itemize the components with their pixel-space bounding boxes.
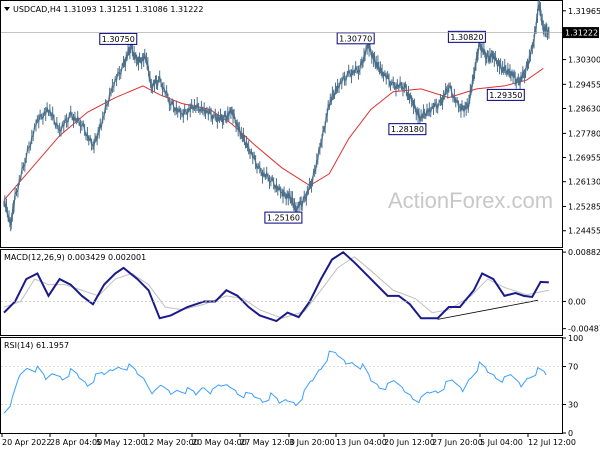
x-tick-label: 27 Jun 20:00 (432, 438, 483, 447)
watermark: ActionForex.com (388, 188, 553, 213)
price-tick-label: 1.28630 (568, 104, 600, 113)
price-label: 1.29350 (489, 91, 522, 100)
x-tick-label: 5 Jul 04:00 (480, 438, 523, 447)
price-tick-label: 1.29455 (568, 80, 600, 89)
x-tick-label: 20 May 04:00 (192, 438, 247, 447)
price-panel-frame (0, 0, 563, 248)
macd-signal-line (3, 256, 549, 319)
price-label: 1.30750 (102, 35, 135, 44)
price-label-box (388, 123, 427, 136)
price-panel-title: USDCAD,H4 1.31093 1.31251 1.31086 1.3122… (13, 5, 203, 14)
price-tick-label: 1.27780 (568, 129, 600, 138)
price-label: 1.28180 (391, 125, 424, 134)
x-tick-label: 12 May 20:00 (144, 438, 199, 447)
price-y-axis: 1.31965 1.30300 1.29455 1.28630 1.27780 1.269… (562, 7, 600, 236)
macd-tick-label: 0.00882 (568, 248, 600, 257)
price-label-box (447, 30, 486, 43)
rsi-panel-title: RSI(14) 61.1957 (4, 341, 69, 350)
macd-y-axis: 0.00882 0.00 -0.004872 (1, 248, 600, 334)
price-series (3, 0, 550, 232)
x-tick-label: 3 Jun 20:00 (289, 438, 335, 447)
price-label-box (99, 32, 138, 45)
price-tick-label: 1.26955 (568, 154, 600, 163)
price-tick-label: 1.26130 (568, 178, 600, 187)
rsi-series (1, 350, 562, 414)
macd-line (3, 250, 549, 323)
price-labels: 1.30750 1.25160 1.30770 1.28180 1.30820 1.293… (99, 30, 525, 224)
macd-series (3, 250, 549, 323)
macd-panel-title: MACD(12,26,9) 0.003429 0.002001 (4, 253, 146, 262)
rsi-tick-label: 0 (568, 429, 573, 438)
x-tick-label: 12 Jul 12:00 (528, 438, 576, 447)
x-tick-label: 5 May 12:00 (96, 438, 146, 447)
current-price-box (563, 27, 599, 39)
macd-panel-frame (0, 249, 563, 336)
rsi-tick-label: 30 (568, 401, 578, 410)
price-title: USDCAD,H4 1.31093 1.31251 1.31086 1.3122… (4, 5, 203, 14)
price-tick-label: 1.30300 (568, 56, 600, 65)
x-tick-label: 20 Jun 12:00 (384, 438, 435, 447)
x-tick-label: 20 Apr 2022 (2, 438, 51, 447)
dropdown-triangle-icon (4, 7, 10, 11)
current-price-label: 1.31222 (565, 29, 598, 38)
rsi-tick-label: 100 (568, 334, 583, 343)
price-tick-label: 1.31965 (568, 7, 600, 16)
macd-tick-label: 0.00 (568, 297, 586, 306)
x-tick-label: 28 Apr 04:00 (50, 438, 102, 447)
price-line (3, 4, 550, 226)
macd-tick-label: -0.004872 (568, 325, 600, 334)
price-tick-label: 1.24455 (568, 227, 600, 236)
current-price-marker: 1.31222 (1, 27, 599, 39)
x-tick-label: 27 May 12:00 (240, 438, 295, 447)
price-label: 1.30770 (339, 34, 372, 43)
x-tick-label: 13 Jun 04:00 (336, 438, 387, 447)
price-label-box (264, 211, 303, 224)
price-label-box (486, 88, 525, 101)
rsi-y-axis: 100 70 30 0 (562, 334, 583, 438)
price-tick-label: 1.25285 (568, 202, 600, 211)
rsi-panel-frame (0, 337, 563, 434)
price-label: 1.25160 (267, 214, 300, 223)
rsi-line (3, 350, 547, 414)
macd-trendline (437, 299, 538, 320)
price-label: 1.30820 (450, 33, 483, 42)
rsi-tick-label: 70 (568, 363, 578, 372)
